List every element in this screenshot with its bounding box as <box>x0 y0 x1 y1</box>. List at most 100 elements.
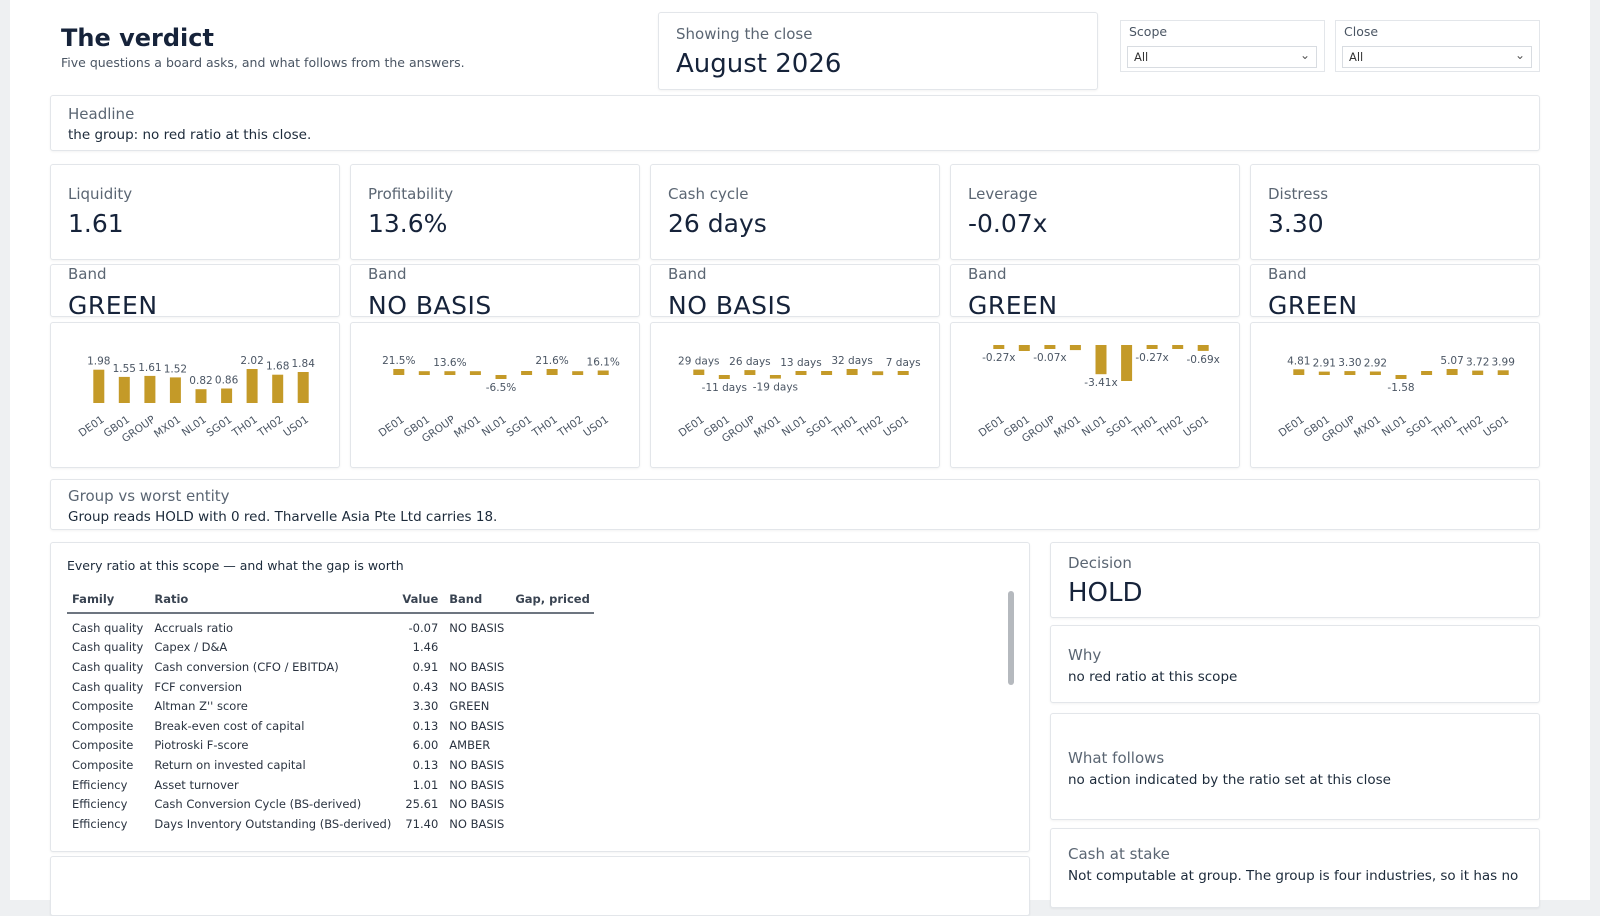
kpi-value: 26 days <box>668 209 767 238</box>
column-header[interactable]: Value <box>397 592 445 614</box>
bar-th02 <box>872 371 884 376</box>
table-cell: NO BASIS <box>449 757 505 772</box>
bar-th02 <box>1172 345 1184 349</box>
column-header[interactable]: Family <box>67 592 150 614</box>
cash-cycle-band-card: Band NO BASIS <box>650 264 940 317</box>
bar-group <box>444 371 456 375</box>
data-label: 1.52 <box>164 363 187 375</box>
table-cell: 1.01 <box>412 777 439 792</box>
group-vs-worst-text: Group reads HOLD with 0 red. Tharvelle A… <box>68 509 498 525</box>
data-label: -11 days <box>702 382 747 394</box>
x-tick-label: TH02 <box>555 414 585 440</box>
leverage-band-card: Band GREEN <box>950 264 1240 317</box>
x-tick-label: SG01 <box>1404 414 1434 440</box>
table-cell: NO BASIS <box>449 816 505 831</box>
profitability-kpi-card: Profitability 13.6% <box>350 164 640 260</box>
data-label: 3.30 <box>1338 357 1361 369</box>
table-cell: NO BASIS <box>449 797 505 812</box>
bar-th01 <box>1446 369 1458 375</box>
data-label: -1.58 <box>1387 382 1414 394</box>
table-cell <box>510 638 594 658</box>
scope-dropdown[interactable]: All ⌄ <box>1127 46 1317 68</box>
bar-mx01 <box>1069 345 1081 351</box>
x-tick-label: SG01 <box>804 414 834 440</box>
table-row: Composite Altman Z'' score 3.30 GREEN <box>67 696 594 716</box>
x-tick-label: MX01 <box>752 414 783 441</box>
profitability-bar-chart: 21.5%DE01GB0113.6%GROUPMX01-6.5%NL01SG01… <box>377 355 620 445</box>
showing-close-label: Showing the close <box>676 25 813 43</box>
kpi-label: Profitability <box>368 185 454 203</box>
data-label: -6.5% <box>486 382 516 394</box>
liquidity-band-card: Band GREEN <box>50 264 340 317</box>
column-header[interactable]: Ratio <box>149 592 398 614</box>
kpi-value: -0.07x <box>968 209 1048 238</box>
data-label: 2.91 <box>1313 358 1336 370</box>
table-cell: 0.91 <box>412 659 439 674</box>
close-filter: Close All ⌄ <box>1335 20 1540 72</box>
bar-mx01 <box>469 371 481 375</box>
x-tick-label: SG01 <box>504 414 534 440</box>
table-cell: Accruals ratio <box>154 620 234 635</box>
headline-card: Headline the group: no red ratio at this… <box>50 95 1540 151</box>
data-label: 26 days <box>729 356 770 368</box>
bar-th01 <box>546 369 558 375</box>
bar-group <box>1044 345 1056 349</box>
table-cell: 0.43 <box>412 679 439 694</box>
data-label: -3.41x <box>1084 377 1117 389</box>
liquidity-kpi-card: Liquidity 1.61 <box>50 164 340 260</box>
table-scrollbar[interactable] <box>1008 591 1014 685</box>
x-tick-label: NL01 <box>1380 414 1409 439</box>
leverage-chart-card: -0.27x DE01 GB01 -0.07x GROUP MX01 -3.41x NL01 S… <box>950 322 1240 468</box>
x-tick-label: TH02 <box>1155 414 1185 440</box>
table-row: Cash quality FCF conversion 0.43 NO BASIS <box>67 677 594 697</box>
table-cell <box>510 794 594 814</box>
what-follows-card: What follows no action indicated by the … <box>1050 713 1540 820</box>
chevron-down-icon: ⌄ <box>1514 48 1525 62</box>
column-header[interactable]: Band <box>444 592 511 614</box>
headline-text: the group: no red ratio at this close. <box>68 127 312 143</box>
table-cell <box>510 716 594 736</box>
x-tick-label: TH01 <box>829 414 859 440</box>
x-tick-label: SG01 <box>1104 414 1134 440</box>
data-label: 3.99 <box>1492 356 1515 368</box>
leverage-bar-chart: -0.27xDE01GB01-0.07xGROUPMX01-3.41xNL01S… <box>977 345 1220 445</box>
x-tick-label: MX01 <box>152 414 183 441</box>
x-tick-label: US01 <box>1481 414 1511 440</box>
table-cell: Cash quality <box>72 640 144 655</box>
bar-nl01 <box>195 389 207 403</box>
bar-group <box>1344 371 1356 375</box>
data-label: 1.61 <box>138 362 161 374</box>
liquidity-bar-chart: 1.98DE011.55GB011.61GROUP1.52MX010.82NL0… <box>77 355 316 445</box>
showing-close-card: Showing the close August 2026 <box>658 12 1098 90</box>
bar-nl01 <box>495 375 507 379</box>
column-header[interactable]: Gap, priced <box>510 592 594 614</box>
x-tick-label: MX01 <box>1352 414 1383 441</box>
bar-gb01 <box>118 376 130 403</box>
table-row: Efficiency Days Inventory Outstanding (BS… <box>67 814 594 834</box>
decision-label: Decision <box>1068 554 1132 572</box>
x-tick-label: NL01 <box>780 414 809 439</box>
bar-th02 <box>572 371 584 375</box>
table-cell: Composite <box>72 738 134 753</box>
table-cell: Composite <box>72 699 134 714</box>
bar-sg01 <box>821 371 833 375</box>
table-cell: Altman Z'' score <box>154 699 248 714</box>
close-dropdown[interactable]: All ⌄ <box>1342 46 1532 68</box>
why-card: Why no red ratio at this scope <box>1050 625 1540 703</box>
table-cell: Efficiency <box>72 797 128 812</box>
table-cell: 1.46 <box>412 640 439 655</box>
next-section-card <box>50 856 1030 916</box>
bar-th02 <box>1472 370 1484 375</box>
x-tick-label: DE01 <box>1277 414 1307 440</box>
cash-at-stake-label: Cash at stake <box>1068 845 1170 863</box>
table-cell: Cash quality <box>72 620 144 635</box>
bar-th01 <box>246 369 258 403</box>
bar-de01 <box>1293 369 1305 375</box>
bar-de01 <box>93 369 105 403</box>
x-tick-label: NL01 <box>180 414 209 439</box>
table-row: Cash quality Capex / D&A 1.46 <box>67 638 594 658</box>
table-cell: Cash quality <box>72 679 144 694</box>
table-cell <box>510 657 594 677</box>
band-value: NO BASIS <box>668 291 792 317</box>
table-cell <box>510 677 594 697</box>
